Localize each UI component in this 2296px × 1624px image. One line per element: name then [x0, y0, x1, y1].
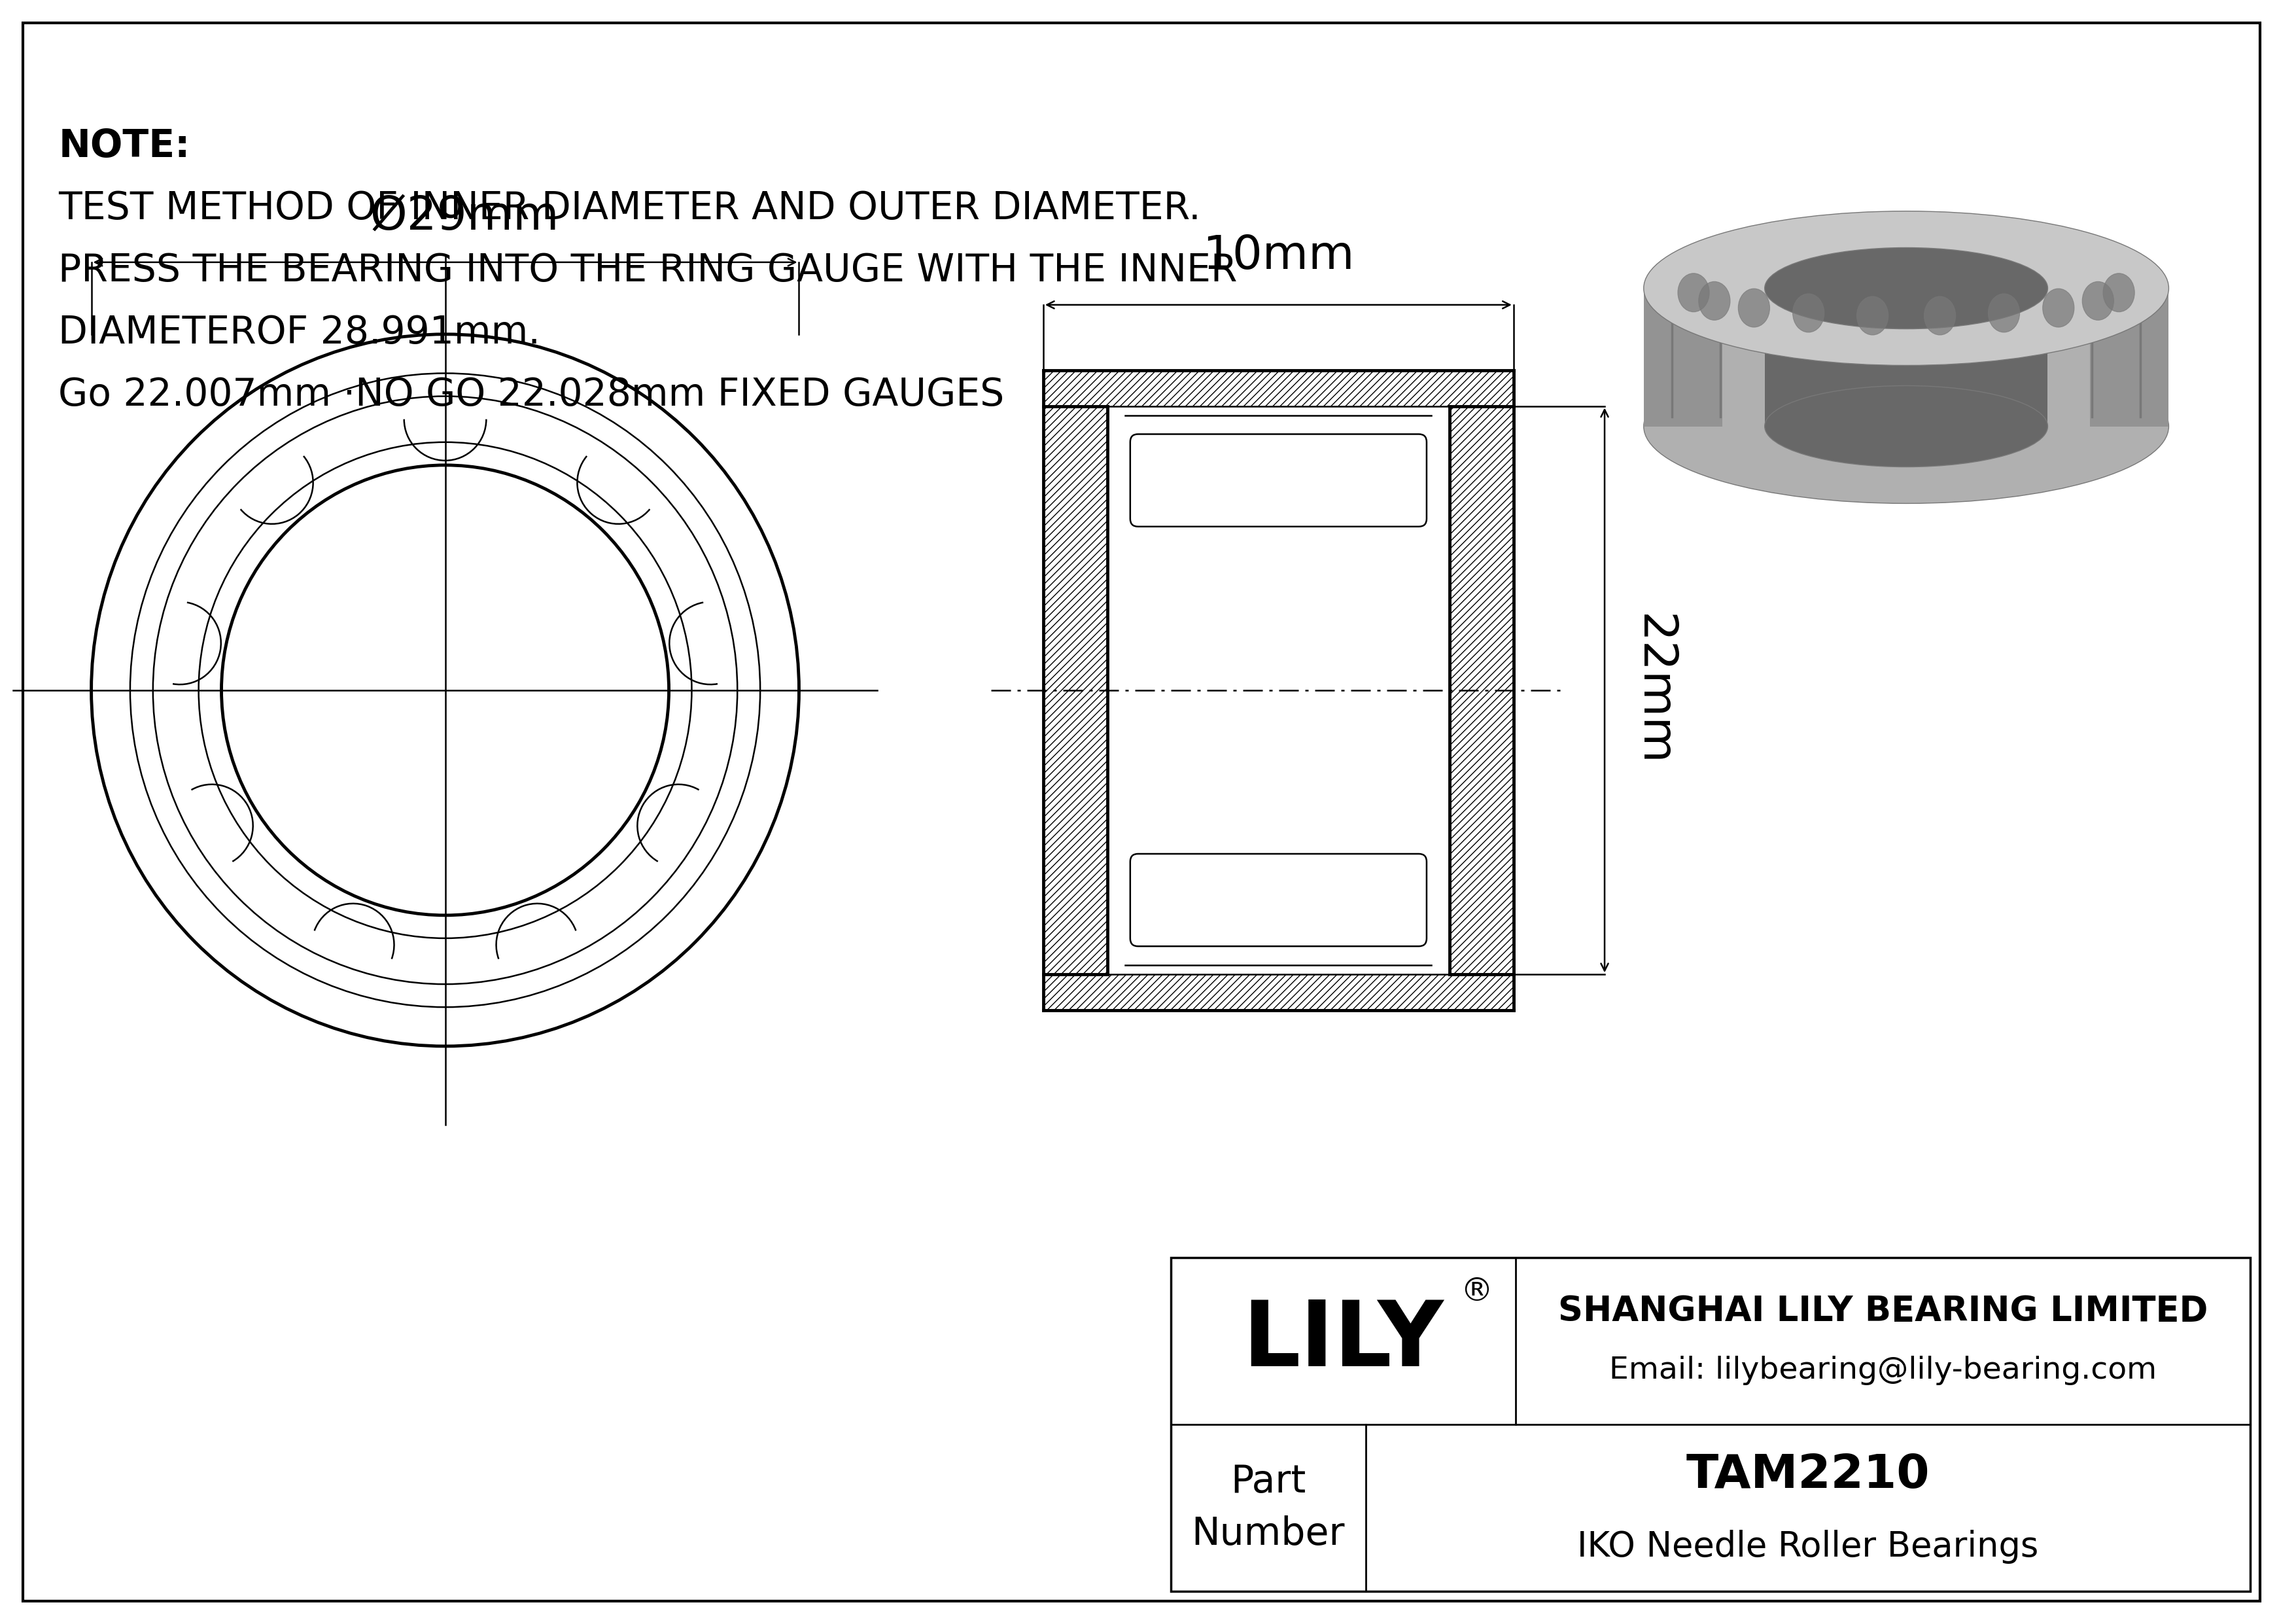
Ellipse shape: [2043, 289, 2073, 326]
Text: Email: lilybearing@lily-bearing.com: Email: lilybearing@lily-bearing.com: [1609, 1356, 2156, 1385]
Text: 10mm: 10mm: [1203, 234, 1355, 279]
Ellipse shape: [1857, 297, 1887, 335]
Ellipse shape: [1988, 294, 2020, 333]
Ellipse shape: [1678, 273, 1708, 312]
Text: IKO Needle Roller Bearings: IKO Needle Roller Bearings: [1577, 1530, 2039, 1564]
Polygon shape: [2089, 289, 2170, 427]
Text: TAM2210: TAM2210: [1685, 1452, 1931, 1497]
Text: NOTE:: NOTE:: [57, 128, 191, 166]
Bar: [1171, 1257, 2250, 1592]
Bar: [1042, 406, 1107, 974]
Bar: [1042, 370, 1513, 406]
Ellipse shape: [1766, 387, 2048, 468]
Ellipse shape: [2082, 281, 2115, 320]
Text: TEST METHOD OF INNER DIAMETER AND OUTER DIAMETER.: TEST METHOD OF INNER DIAMETER AND OUTER …: [57, 190, 1201, 227]
Ellipse shape: [1644, 349, 2170, 503]
Text: 22mm: 22mm: [1630, 614, 1676, 767]
Ellipse shape: [1793, 294, 1825, 333]
Text: PRESS THE BEARING INTO THE RING GAUGE WITH THE INNER: PRESS THE BEARING INTO THE RING GAUGE WI…: [57, 252, 1238, 289]
Ellipse shape: [1766, 247, 2048, 328]
Text: Go 22.007mm ·NO GO 22.028mm FIXED GAUGES: Go 22.007mm ·NO GO 22.028mm FIXED GAUGES: [57, 377, 1006, 414]
Text: LILY: LILY: [1242, 1298, 1444, 1385]
Polygon shape: [1644, 289, 1722, 427]
Bar: [1766, 289, 2048, 427]
Text: Part
Number: Part Number: [1192, 1463, 1345, 1553]
Text: DIAMETEROF 28.991mm.: DIAMETEROF 28.991mm.: [57, 313, 540, 351]
Ellipse shape: [1738, 289, 1770, 326]
Ellipse shape: [1699, 281, 1731, 320]
Ellipse shape: [2103, 273, 2135, 312]
Ellipse shape: [1644, 211, 2170, 365]
Text: SHANGHAI LILY BEARING LIMITED: SHANGHAI LILY BEARING LIMITED: [1559, 1294, 2209, 1328]
Bar: [1042, 974, 1513, 1010]
Bar: [1644, 289, 2170, 427]
Bar: [1449, 406, 1513, 974]
Text: Ø29mm: Ø29mm: [370, 195, 560, 239]
Text: ®: ®: [1460, 1276, 1492, 1307]
Ellipse shape: [1924, 297, 1956, 335]
